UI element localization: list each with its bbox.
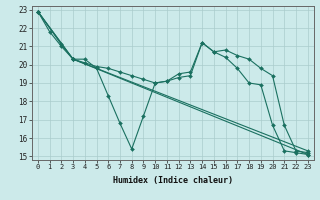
X-axis label: Humidex (Indice chaleur): Humidex (Indice chaleur): [113, 176, 233, 185]
